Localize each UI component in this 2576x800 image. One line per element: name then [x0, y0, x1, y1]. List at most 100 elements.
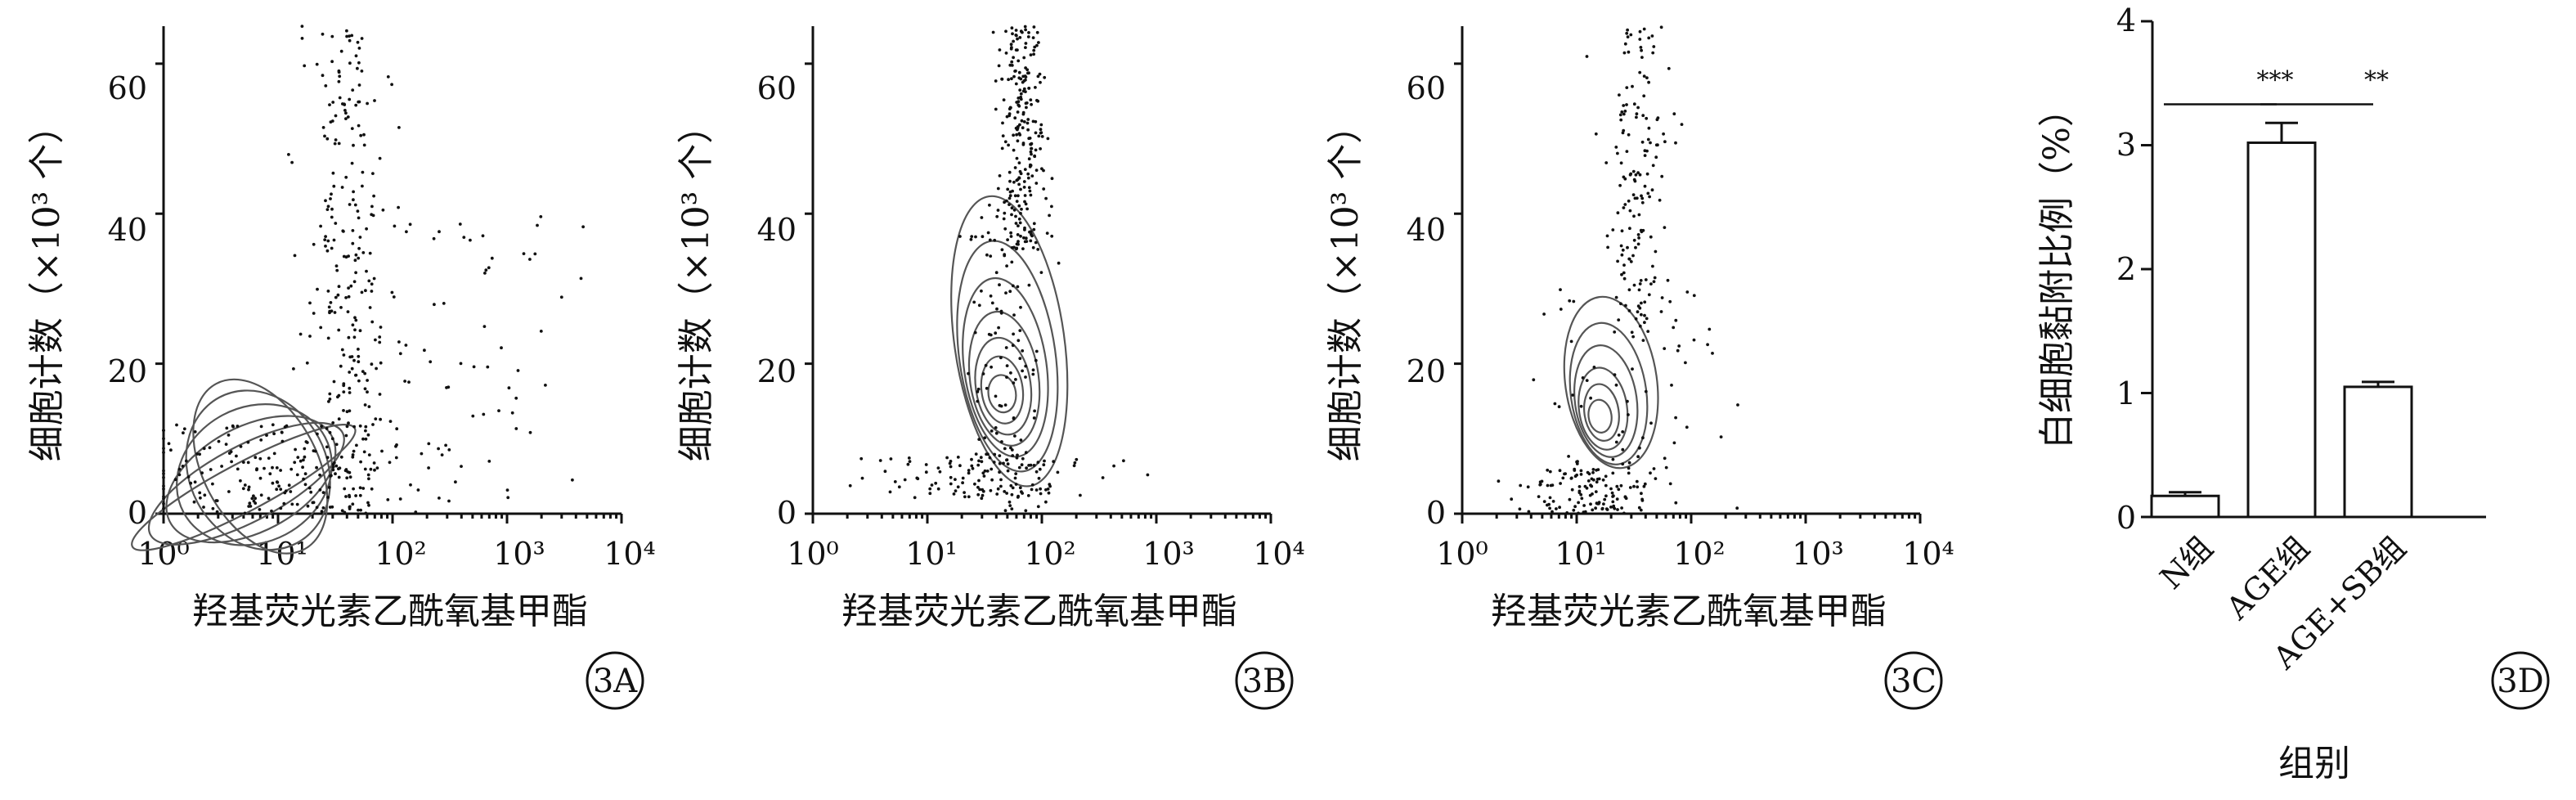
x-tick-label: 10⁰: [787, 536, 839, 572]
event-dot: [420, 452, 424, 456]
event-dot: [1008, 500, 1012, 504]
density-contour: [1587, 398, 1613, 434]
x-tick-label: 10²: [375, 536, 427, 572]
event-dot: [1026, 176, 1030, 180]
event-dot: [367, 279, 371, 283]
event-dot: [1015, 456, 1019, 460]
event-dot: [997, 326, 1000, 330]
density-contour: [176, 403, 333, 546]
event-dot: [348, 371, 352, 374]
event-dot: [1006, 187, 1010, 191]
event-dot: [1626, 399, 1629, 403]
event-dot: [351, 323, 355, 327]
event-dot: [1012, 381, 1016, 384]
event-dot: [374, 417, 378, 420]
event-dot: [1033, 45, 1037, 49]
event-dot: [363, 467, 367, 471]
event-dot: [367, 503, 370, 507]
event-dot: [1692, 294, 1696, 298]
event-dot: [1021, 142, 1025, 145]
event-dot: [390, 290, 394, 294]
event-dot: [1032, 48, 1036, 52]
event-dot: [1617, 434, 1621, 437]
event-dot: [533, 252, 537, 256]
event-dot: [1046, 137, 1050, 141]
event-dot: [1658, 198, 1662, 202]
event-dot: [328, 398, 332, 401]
event-dot: [214, 499, 218, 502]
event-dot: [1641, 114, 1645, 118]
event-dot: [970, 464, 974, 468]
event-dot: [1559, 288, 1562, 291]
event-dot: [1015, 156, 1019, 160]
event-dot: [1000, 146, 1004, 151]
event-dot: [372, 276, 376, 281]
event-dot: [1569, 476, 1573, 480]
event-dot: [1034, 119, 1038, 124]
event-dot: [1025, 240, 1029, 243]
event-dot: [1010, 213, 1013, 217]
event-dot: [332, 380, 336, 384]
event-dot: [331, 465, 335, 469]
event-dot: [353, 203, 357, 207]
event-dot: [398, 497, 402, 501]
event-dot: [369, 467, 373, 471]
event-dot: [397, 340, 401, 344]
event-dot: [1029, 230, 1033, 234]
event-dot: [345, 29, 348, 33]
x-tick-label: 10²: [1024, 536, 1076, 572]
event-dot: [1001, 134, 1005, 138]
event-dot: [429, 360, 433, 364]
event-dot: [1622, 511, 1626, 515]
event-dot: [405, 230, 408, 234]
event-dot: [973, 482, 976, 486]
event-dot: [1637, 213, 1641, 217]
y-tick-label: 2: [2116, 251, 2136, 287]
event-dot: [1016, 103, 1021, 107]
density-contour: [967, 310, 1041, 447]
event-dot: [1649, 235, 1653, 239]
event-dot: [378, 335, 382, 339]
event-dot: [1638, 324, 1642, 328]
event-dot: [1021, 80, 1025, 84]
event-dot: [440, 453, 444, 456]
event-dot: [1649, 282, 1653, 285]
event-dot: [1670, 384, 1673, 387]
event-dot: [462, 236, 466, 239]
event-dot: [330, 207, 334, 211]
event-dot: [342, 254, 346, 258]
event-dot: [250, 497, 254, 501]
event-dot: [1016, 240, 1020, 244]
event-dot: [1012, 133, 1015, 137]
event-dot: [324, 245, 327, 248]
event-dot: [203, 493, 207, 497]
event-dot: [1611, 471, 1615, 475]
event-dot: [483, 272, 487, 275]
event-dot: [936, 466, 940, 470]
event-dot: [1626, 245, 1629, 249]
event-dot: [1026, 35, 1030, 38]
event-dot: [1008, 196, 1012, 200]
event-dot: [334, 443, 339, 447]
event-dot: [305, 361, 309, 365]
event-dot: [1020, 463, 1024, 467]
event-dot: [370, 362, 374, 366]
event-dot: [1033, 409, 1036, 413]
event-dot: [1022, 236, 1025, 240]
event-dot: [1032, 464, 1036, 467]
event-dot: [193, 430, 197, 434]
y-axis-label: 白细胞黏附比例（%）: [2036, 91, 2078, 449]
event-dot: [1000, 77, 1003, 81]
event-dot: [352, 449, 356, 453]
density-contour: [192, 378, 329, 555]
significance-label: ***: [2257, 66, 2294, 95]
event-dot: [848, 483, 852, 488]
event-dot: [860, 476, 864, 480]
event-dot: [362, 143, 366, 147]
event-dot: [365, 269, 368, 273]
event-dot: [1627, 461, 1631, 465]
event-dot: [343, 487, 347, 491]
event-dot: [976, 390, 980, 393]
event-dot: [1024, 42, 1028, 45]
event-dot: [1048, 213, 1051, 218]
